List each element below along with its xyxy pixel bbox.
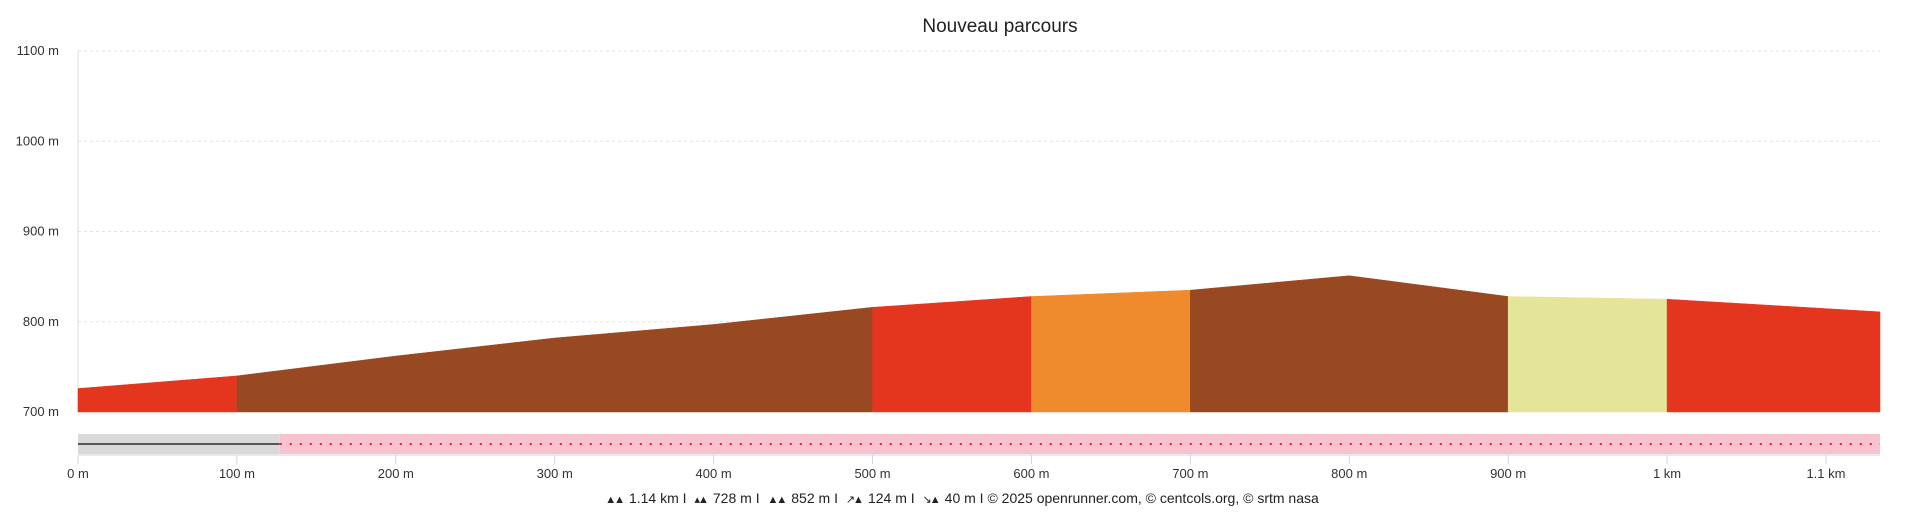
y-tick-label: 1100 m [17, 43, 59, 58]
ascent-value: 124 m [867, 490, 907, 506]
max-elevation-value: 852 m [791, 490, 831, 506]
elevation-segment [1031, 289, 1191, 413]
x-tick-label: 400 m [696, 466, 732, 481]
x-tick-label: 700 m [1172, 466, 1208, 481]
min-elevation-value: 728 m [712, 490, 752, 506]
x-tick-label: 200 m [378, 466, 414, 481]
elevation-segment [1507, 296, 1668, 413]
x-tick-label: 1.1 km [1806, 466, 1845, 481]
elevation-segment [236, 307, 873, 413]
y-tick-label: 700 m [23, 404, 59, 419]
distance-icon: ▲▲ [605, 494, 625, 506]
ascent-icon: ↗▲ [845, 494, 864, 506]
route-summary: ▲▲ 1.14 km I ▴▲ 728 m I ▲▲ 852 m I ↗▲ 124 m … [0, 490, 1920, 506]
x-tick-label: 500 m [854, 466, 890, 481]
distance-value: 1.14 km [628, 490, 679, 506]
elevation-segment [1666, 298, 1881, 413]
descent-icon: ↘▲ [922, 494, 941, 506]
x-tick-label: 800 m [1331, 466, 1367, 481]
credits: © 2025 openrunner.com, © centcols.org, ©… [987, 490, 1319, 506]
chart-title: Nouveau parcours [922, 16, 1077, 37]
y-tick-label: 1000 m [16, 133, 59, 148]
separator: I [755, 490, 760, 506]
x-tick-label: 100 m [219, 466, 255, 481]
separator: I [979, 490, 984, 506]
elevation-segment [1190, 275, 1509, 413]
separator: I [910, 490, 915, 506]
x-tick-label: 900 m [1490, 466, 1526, 481]
x-tick-label: 600 m [1013, 466, 1049, 481]
separator: I [682, 490, 687, 506]
x-tick-label: 0 m [67, 466, 89, 481]
max-elevation-icon: ▲▲ [767, 494, 787, 506]
x-tick-label: 1 km [1653, 466, 1681, 481]
y-tick-label: 800 m [23, 314, 59, 329]
min-elevation-icon: ▴▲ [694, 494, 708, 506]
elevation-segment [872, 296, 1032, 413]
elevation-segment [77, 375, 238, 413]
y-tick-label: 900 m [23, 224, 59, 239]
separator: I [834, 490, 838, 506]
descent-value: 40 m [944, 490, 976, 506]
x-tick-label: 300 m [537, 466, 573, 481]
